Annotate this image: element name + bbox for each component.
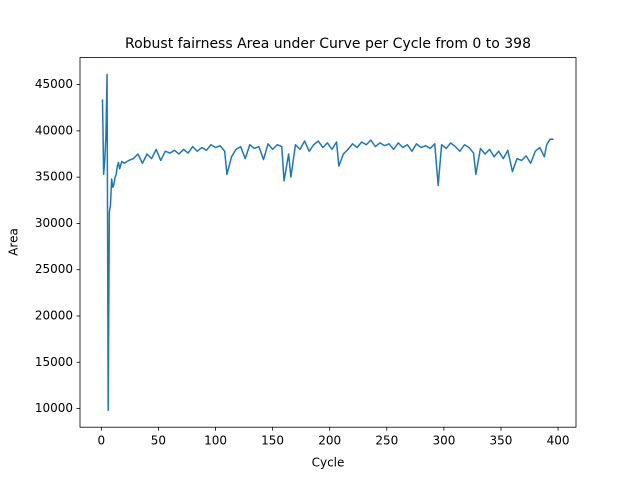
x-tick-label: 200 <box>318 434 341 448</box>
x-tick-label: 0 <box>98 434 106 448</box>
x-tick-label: 400 <box>547 434 570 448</box>
plot-frame <box>79 57 577 428</box>
data-line <box>101 73 554 412</box>
y-tick-label: 25000 <box>35 262 73 276</box>
y-tick-label: 40000 <box>35 123 73 137</box>
y-tick-label: 20000 <box>35 308 73 322</box>
x-axis-label: Cycle <box>312 456 345 470</box>
x-tick-label: 100 <box>204 434 227 448</box>
y-tick-label: 35000 <box>35 170 73 184</box>
y-tick-label: 15000 <box>35 355 73 369</box>
y-tick-label: 45000 <box>35 77 73 91</box>
x-tick-label: 300 <box>432 434 455 448</box>
x-tick-label: 250 <box>375 434 398 448</box>
x-tick-label: 50 <box>151 434 166 448</box>
x-tick-label: 350 <box>490 434 513 448</box>
y-tick-label: 10000 <box>35 401 73 415</box>
y-axis-label: Area <box>7 228 21 256</box>
y-tick-label: 30000 <box>35 216 73 230</box>
x-tick-label: 150 <box>261 434 284 448</box>
chart-title: Robust fairness Area under Curve per Cyc… <box>125 36 531 52</box>
